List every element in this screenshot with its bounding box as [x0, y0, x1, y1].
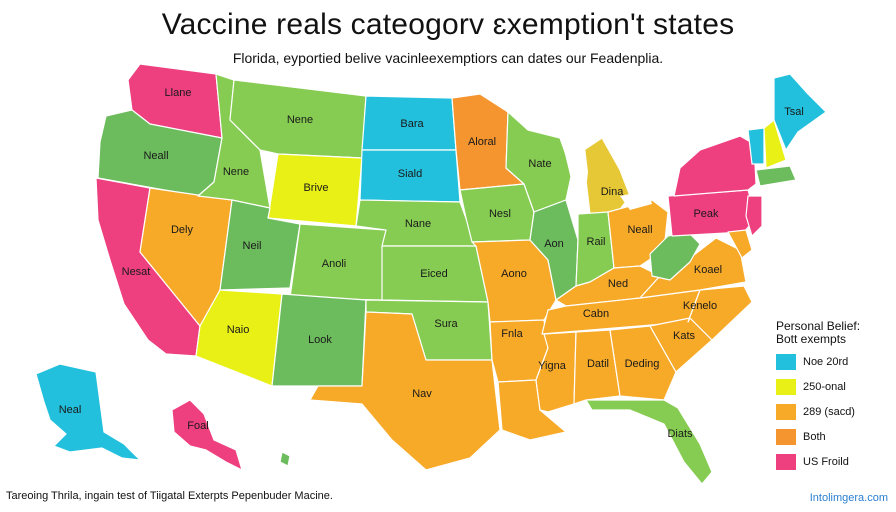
label-minnesota: Aloral	[468, 136, 496, 148]
legend-item: 289 (sacd)	[776, 403, 894, 421]
state-michigan[interactable]	[583, 137, 631, 215]
map-title: Vaccine reals cateogorv ɛxemption't stat…	[161, 8, 735, 41]
label-california: Nesat	[122, 266, 151, 278]
legend-item: US Froild	[776, 453, 894, 471]
label-idaho: Nene	[223, 166, 249, 178]
state-arizona[interactable]	[195, 289, 283, 387]
label-michigan: Dina	[601, 186, 625, 198]
label-nebraska: Nane	[405, 218, 431, 230]
label-wyoming: Brive	[303, 182, 328, 194]
label-oklahoma: Sura	[434, 318, 458, 330]
legend-swatch	[776, 354, 796, 370]
label-montana: Nene	[287, 114, 313, 126]
state-vermont[interactable]	[747, 127, 765, 165]
label-washington: Llane	[165, 87, 192, 99]
label-mississippi: Yigna	[538, 360, 567, 372]
source-note: Tareoing Thrila, ingain test of Tiigatal…	[6, 490, 333, 502]
legend-item: Noe 20rd	[776, 353, 894, 371]
state-hawaii-small	[279, 451, 291, 467]
legend-label: US Froild	[803, 456, 849, 468]
label-illinois: Aon	[544, 238, 564, 250]
label-alabama: Datil	[587, 358, 609, 370]
legend-title-line1: Personal Belief:	[776, 319, 861, 333]
legend-swatch	[776, 454, 796, 470]
legend-item: Both	[776, 428, 894, 446]
state-massachusetts[interactable]	[755, 165, 797, 187]
label-kansas: Eiced	[420, 268, 448, 280]
label-virginia: Koael	[694, 264, 722, 276]
label-new-mexico: Look	[308, 334, 332, 346]
label-wisconsin: Nate	[528, 158, 551, 170]
label-arkansas: Fnla	[501, 328, 523, 340]
state-new-york[interactable]	[673, 135, 757, 197]
state-georgia[interactable]	[609, 325, 677, 401]
legend-label: Noe 20rd	[803, 356, 849, 368]
legend-title-line2: Bott exempts	[776, 332, 847, 346]
legend-item: 250-onal	[776, 378, 894, 396]
legend-label: Both	[803, 431, 826, 443]
label-kentucky: Ned	[608, 278, 628, 290]
label-iowa: Nesl	[489, 208, 511, 220]
label-utah: Neil	[243, 240, 262, 252]
label-maine: Tsal	[784, 106, 804, 118]
legend-label: 289 (sacd)	[803, 406, 855, 418]
label-south-dakota: Siald	[398, 168, 422, 180]
legend-swatch	[776, 379, 796, 395]
label-tennessee: Cabn	[583, 308, 609, 320]
label-oregon: Neall	[143, 150, 168, 162]
state-new-jersey[interactable]	[745, 195, 763, 237]
state-maryland[interactable]	[727, 229, 753, 259]
state-hawaii[interactable]	[171, 399, 243, 471]
label-pennsylvania: Peak	[693, 208, 719, 220]
label-missouri: Aono	[501, 268, 527, 280]
label-nevada: Dely	[171, 224, 194, 236]
legend-label: 250-onal	[803, 381, 846, 393]
state-florida[interactable]	[585, 399, 713, 485]
label-ohio: Neall	[627, 224, 652, 236]
credit-link[interactable]: Intolimgera.com	[809, 492, 888, 504]
label-hawaii: Foal	[187, 420, 208, 432]
label-colorado: Anoli	[322, 258, 346, 270]
legend: Personal Belief: Bott exempts Noe 20rd 2…	[776, 320, 894, 471]
state-alaska[interactable]	[35, 363, 141, 461]
state-alabama[interactable]	[573, 329, 621, 405]
legend-swatch	[776, 404, 796, 420]
label-indiana: Rail	[587, 236, 606, 248]
state-maine[interactable]	[773, 73, 827, 151]
label-texas: Nav	[412, 388, 432, 400]
legend-swatch	[776, 429, 796, 445]
label-arizona: Naio	[227, 324, 250, 336]
map-subtitle: Florida, eyportied belive vacinleexempti…	[232, 50, 664, 66]
label-alaska: Neal	[59, 404, 82, 416]
label-north-carolina: Kenelo	[683, 300, 717, 312]
label-florida: Diats	[667, 428, 693, 440]
label-south-carolina: Kats	[673, 330, 696, 342]
state-new-hampshire[interactable]	[763, 119, 787, 169]
label-georgia: Deding	[625, 358, 660, 370]
label-north-dakota: Bara	[400, 118, 424, 130]
great-lakes	[564, 138, 652, 210]
state-texas[interactable]	[309, 311, 501, 471]
